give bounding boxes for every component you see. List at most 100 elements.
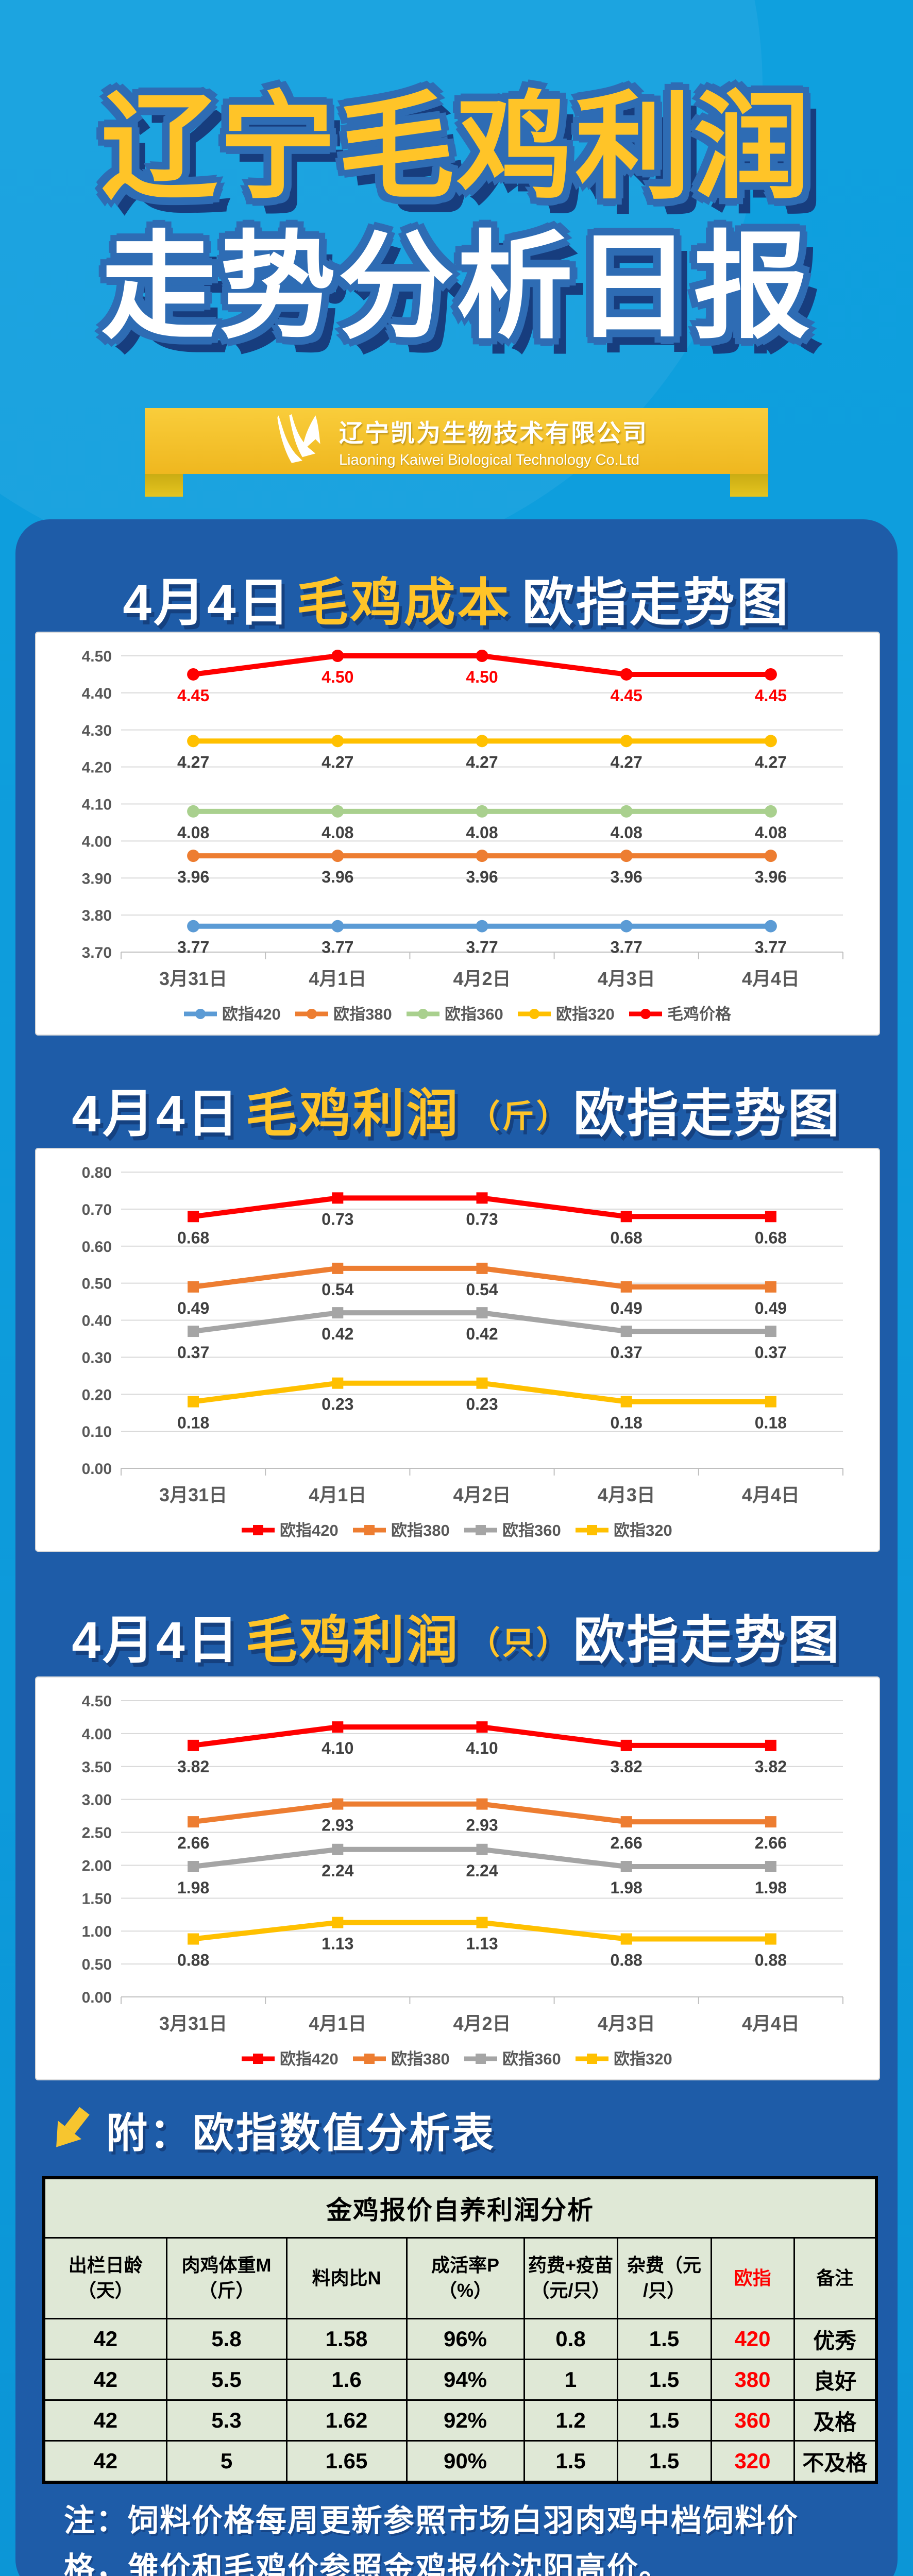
svg-text:4月2日: 4月2日 [453,2013,511,2034]
profit-per-jin-chart-card: 0.00 0.10 0.20 0.30 0.40 0.50 0.60 0.70 0.80 3月31… [35,1148,880,1552]
title-suffix: 欧指走势图 [573,1612,841,1669]
table-header-cell: 出栏日龄 （天） [43,2237,167,2319]
svg-text:0.68: 0.68 [755,1228,787,1247]
table-header-cell: 成活率P （%） [405,2237,525,2319]
svg-text:4.45: 4.45 [755,686,787,705]
table-cell: 优秀 [793,2318,877,2360]
table-cell: 94% [405,2359,525,2401]
svg-text:3.77: 3.77 [466,938,498,957]
svg-text:欧指380: 欧指380 [391,2050,450,2068]
svg-text:4.08: 4.08 [322,823,353,842]
svg-text:4月3日: 4月3日 [598,1484,655,1505]
svg-text:3.96: 3.96 [322,868,353,886]
table-row: 42 5.8 1.58 96% 0.8 1.5 420 优秀 [43,2318,877,2360]
svg-text:0.68: 0.68 [177,1228,209,1247]
svg-text:0.23: 0.23 [322,1395,353,1414]
profit-per-bird-chart-card: 0.00 0.50 1.00 1.50 2.00 2.50 3.00 3.50 4.00 4.50… [35,1676,880,2080]
svg-text:4.27: 4.27 [466,753,498,771]
footnote: 注：饲料价格每周更新参照市场白羽肉鸡中档饲料价格，雏价和毛鸡价参照金鸡报价沈阳高… [64,2503,799,2576]
table-cell-index: 320 [710,2440,795,2483]
svg-text:0.60: 0.60 [82,1239,112,1256]
table-cell: 1.5 [616,2318,712,2360]
svg-text:3.82: 3.82 [611,1757,643,1776]
poster-title-line2: 走势分析日报 [100,222,812,352]
analysis-table: 金鸡报价自养利润分析 出栏日龄 （天） 肉鸡体重M （斤） 料肉比N 成活率P （%）药… [42,2176,878,2484]
title-suffix: 欧指走势图 [522,574,790,632]
table-cell: 42 [43,2318,167,2360]
svg-text:2.24: 2.24 [466,1861,498,1880]
cost-trend-chart-card: 3.70 3.80 3.90 4.00 4.10 4.20 4.30 4.40 4.50 3月31… [35,632,880,1036]
svg-text:0.50: 0.50 [82,1956,112,1973]
svg-text:0.54: 0.54 [466,1280,498,1299]
svg-text:0.00: 0.00 [82,1461,112,1478]
profit-per-jin-chart: 0.00 0.10 0.20 0.30 0.40 0.50 0.60 0.70 0.80 3月31… [82,1164,843,1539]
svg-text:3.82: 3.82 [755,1757,787,1776]
poster-title: 辽宁毛鸡利润 走势分析日报 [0,77,913,357]
table-cell: 1.2 [523,2399,618,2442]
title-highlight: 毛鸡利润 [245,1612,460,1669]
profit-per-bird-chart: 0.00 0.50 1.00 1.50 2.00 2.50 3.00 3.50 4.00 4.50… [82,1693,843,2068]
svg-text:0.18: 0.18 [177,1414,209,1432]
svg-text:0.54: 0.54 [322,1280,353,1299]
table-cell: 0.8 [523,2318,618,2360]
svg-text:3.70: 3.70 [82,944,112,961]
svg-text:4月2日: 4月2日 [453,968,511,989]
svg-text:0.49: 0.49 [611,1299,643,1317]
title-suffix: 欧指走势图 [573,1085,841,1143]
table-cell: 5.8 [165,2318,288,2360]
poster-title-line1: 辽宁毛鸡利润 [100,82,812,212]
svg-text:3.80: 3.80 [82,907,112,924]
svg-text:3.00: 3.00 [82,1792,112,1809]
table-title: 金鸡报价自养利润分析 [43,2177,877,2239]
svg-text:0.50: 0.50 [82,1276,112,1293]
company-name-cn: 辽宁凯为生物技术有限公司 [339,419,648,447]
svg-text:4月1日: 4月1日 [309,968,366,989]
svg-text:0.42: 0.42 [322,1325,353,1343]
table-cell-index: 360 [710,2399,795,2442]
svg-text:0.18: 0.18 [611,1414,643,1432]
svg-text:2.93: 2.93 [322,1816,353,1835]
svg-text:1.13: 1.13 [466,1935,498,1953]
svg-text:4月4日: 4月4日 [742,968,800,989]
table-header-cell: 药费+疫苗 （元/只） [523,2237,618,2319]
table-cell: 5 [165,2440,288,2483]
svg-text:欧指360: 欧指360 [445,1005,503,1023]
table-cell: 不及格 [793,2440,877,2483]
table-cell: 1.58 [285,2318,408,2360]
svg-text:1.98: 1.98 [177,1878,209,1897]
table-header-cell: 肉鸡体重M （斤） [165,2237,288,2319]
svg-text:4.08: 4.08 [466,823,498,842]
svg-text:4月1日: 4月1日 [309,2013,366,2034]
svg-text:4.27: 4.27 [177,753,209,771]
svg-text:3.50: 3.50 [82,1759,112,1776]
svg-text:0.70: 0.70 [82,1201,112,1218]
company-name-en: Liaoning Kaiwei Biological Technology Co… [339,452,640,468]
title-paren: （斤） [468,1099,570,1134]
svg-text:0.68: 0.68 [611,1228,643,1247]
table-cell: 90% [405,2440,525,2483]
svg-text:3.90: 3.90 [82,870,112,887]
svg-text:欧指320: 欧指320 [614,1521,672,1539]
table-header-cell: 杂费（元 /只） [616,2237,712,2319]
company-banner-text: 辽宁凯为生物技术有限公司 Liaoning Kaiwei Biological … [339,413,648,469]
title-highlight: 毛鸡成本 [296,574,511,632]
svg-text:4.08: 4.08 [177,823,209,842]
chart-section-title-cost: 4月4日 毛鸡成本 欧指走势图 [15,561,898,635]
svg-text:0.40: 0.40 [82,1313,112,1330]
svg-text:3.77: 3.77 [611,938,643,957]
company-logo-icon [277,414,320,463]
svg-text:4月4日: 4月4日 [742,1484,800,1505]
svg-text:3.77: 3.77 [177,938,209,957]
table-cell-index: 380 [710,2359,795,2401]
table-cell: 1.5 [616,2399,712,2442]
title-prefix: 4月4日 [123,574,292,632]
svg-text:3.96: 3.96 [466,868,498,886]
svg-text:0.30: 0.30 [82,1349,112,1366]
svg-text:0.23: 0.23 [466,1395,498,1414]
svg-text:4.10: 4.10 [466,1739,498,1757]
svg-text:4.08: 4.08 [611,823,643,842]
svg-text:4月3日: 4月3日 [598,968,655,989]
svg-text:4.27: 4.27 [611,753,643,771]
svg-text:欧指360: 欧指360 [502,2050,561,2068]
